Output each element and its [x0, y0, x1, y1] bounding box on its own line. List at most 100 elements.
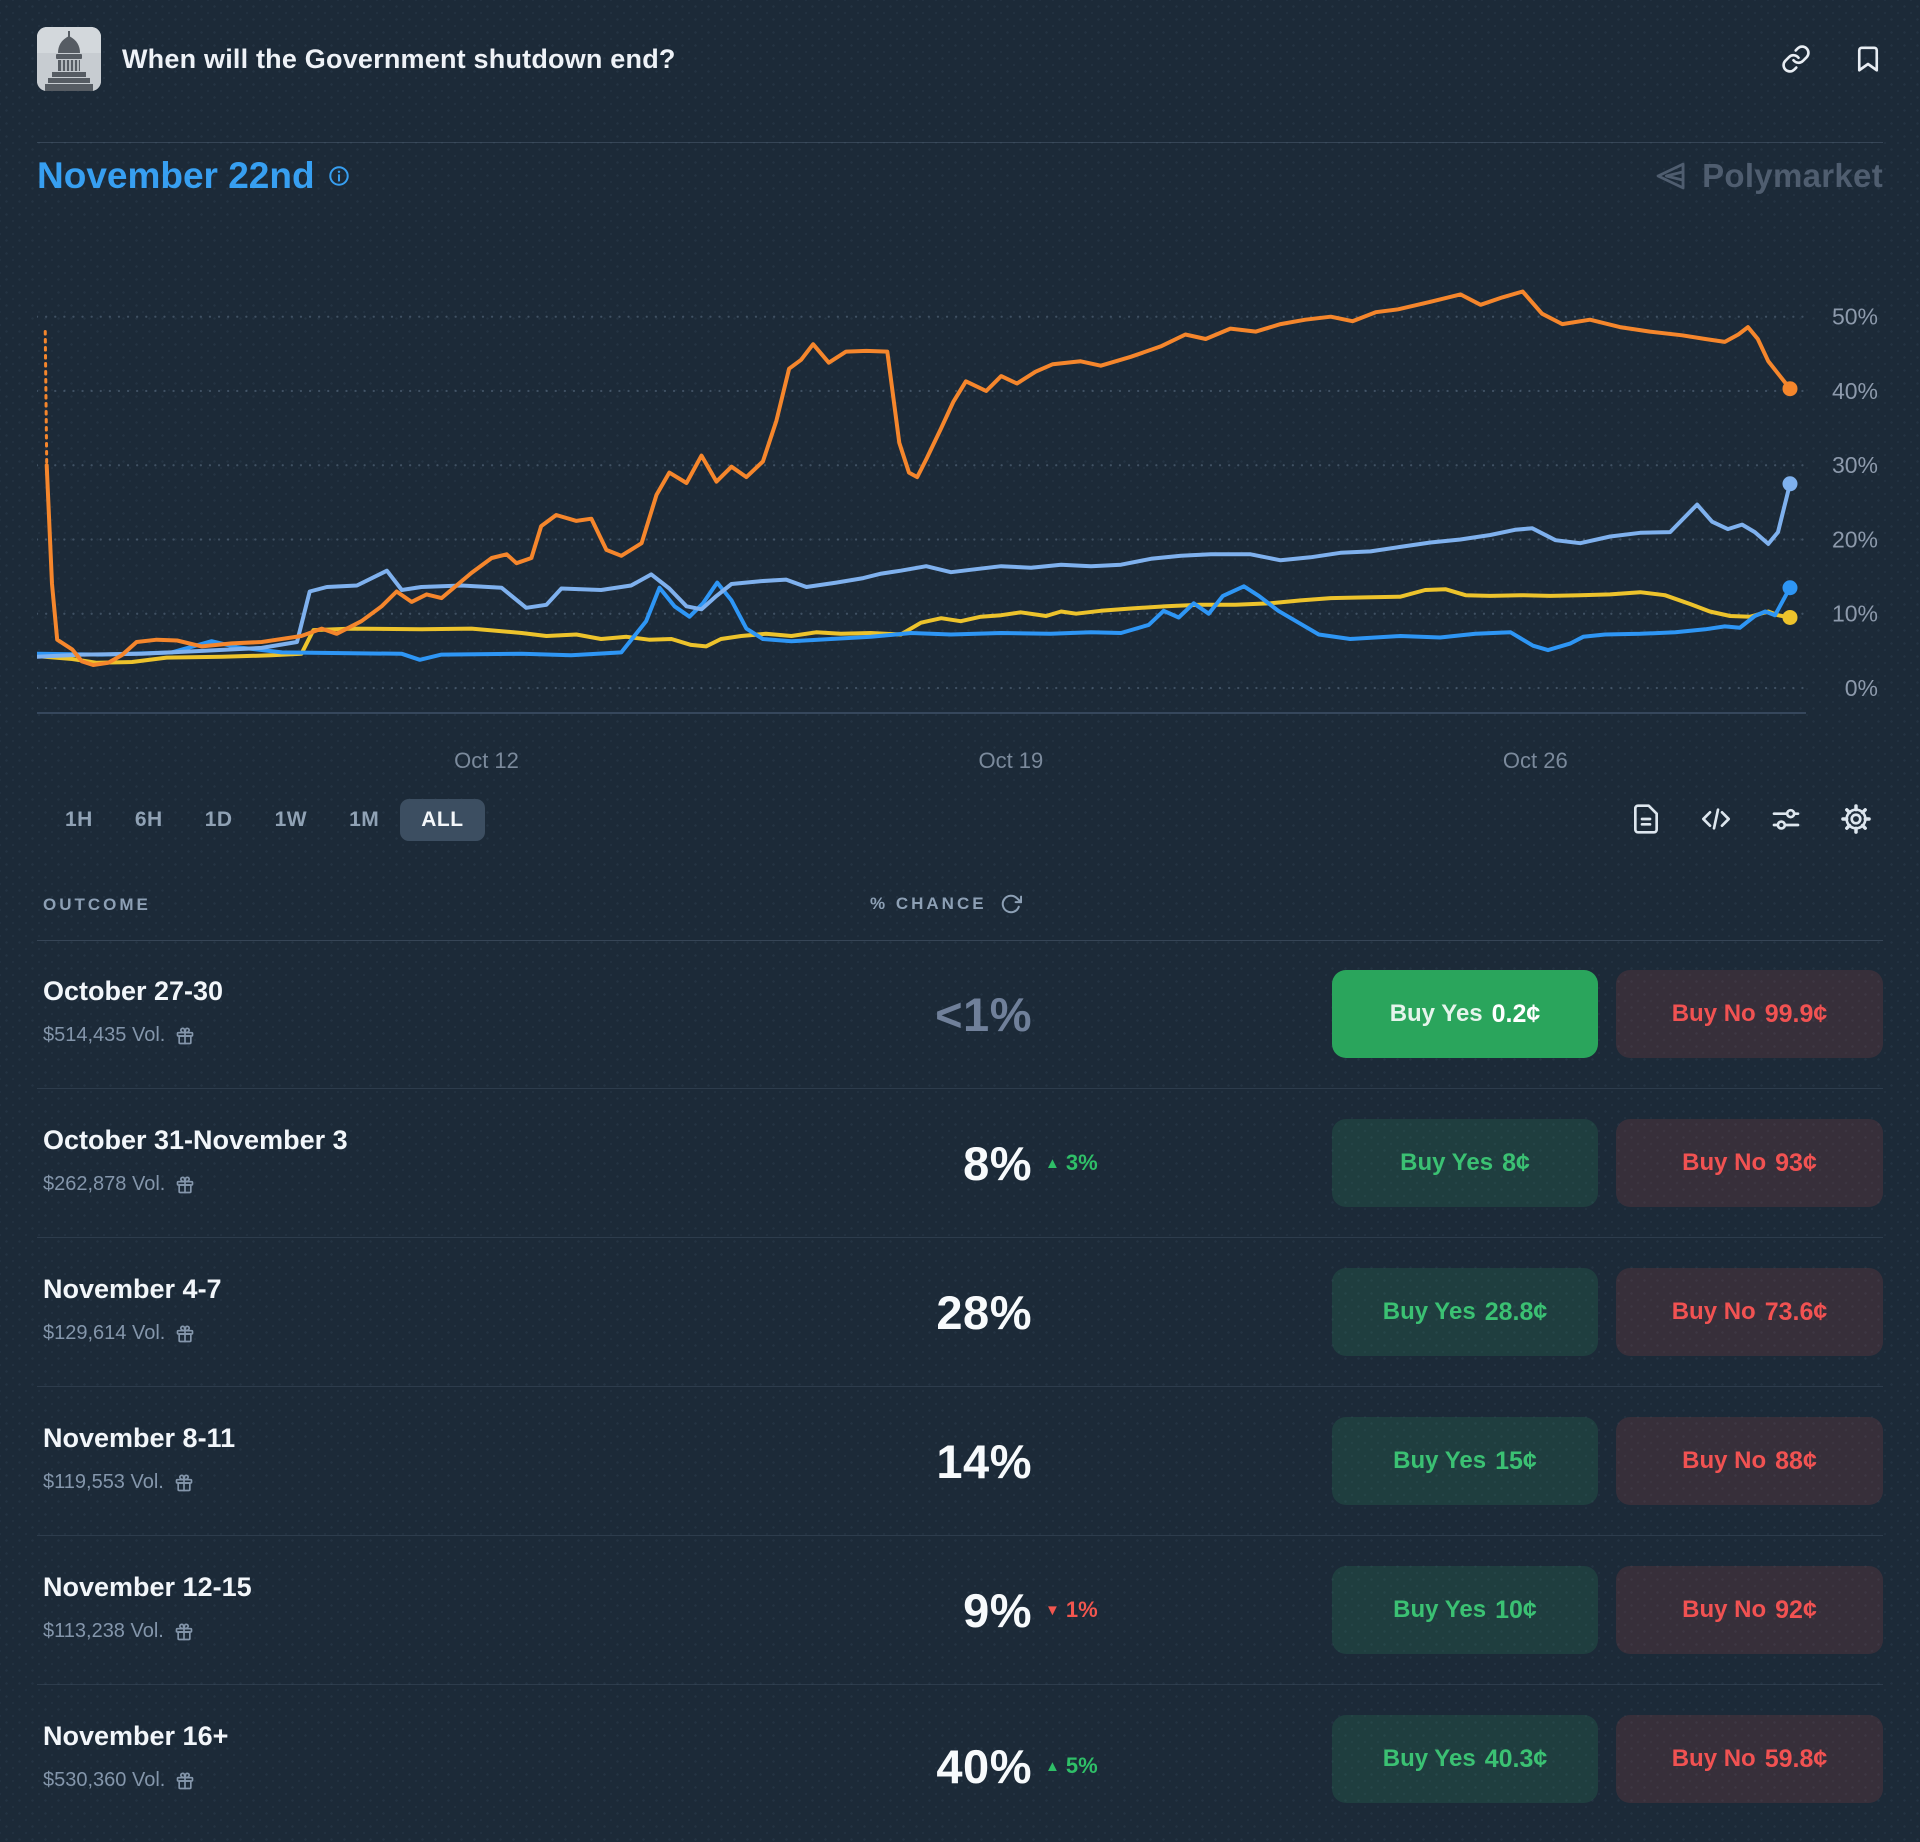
volume-text: $530,360 Vol. — [43, 1769, 166, 1791]
chance-value: <1% — [935, 987, 1032, 1041]
y-axis-label: 40% — [1832, 378, 1878, 404]
delta-arrow-icon: ▲ — [1045, 1757, 1060, 1775]
buy-yes-price: 8¢ — [1502, 1148, 1530, 1177]
market-header: When will the Government shutdown end? — [37, 27, 1883, 91]
table-row[interactable]: November 12-15 $113,238 Vol. 9% ▼ 1% B — [37, 1536, 1883, 1685]
refresh-icon[interactable] — [1000, 893, 1022, 915]
gift-icon[interactable] — [175, 1026, 195, 1046]
y-axis-label: 10% — [1832, 601, 1878, 627]
buy-no-label: Buy No — [1671, 1000, 1756, 1027]
bookmark-icon[interactable] — [1853, 44, 1883, 74]
buy-yes-button[interactable]: Buy Yes 28.8¢ — [1332, 1268, 1598, 1356]
gift-icon[interactable] — [175, 1771, 195, 1791]
settings-gear-icon[interactable] — [1840, 803, 1872, 835]
gift-icon[interactable] — [175, 1175, 195, 1195]
x-axis-label: Oct 26 — [1503, 748, 1568, 773]
header-divider — [37, 142, 1883, 143]
chance-cell: 9% — [37, 1536, 1032, 1684]
page-title: November 22nd — [37, 155, 315, 196]
price-chart[interactable]: 0% 10% 20% 30% 40% 50% Oct 12 Oct 19 Oct 26 — [37, 230, 1883, 790]
time-filter-1w[interactable]: 1W — [274, 808, 308, 831]
buy-yes-button[interactable]: Buy Yes 10¢ — [1332, 1566, 1598, 1654]
y-axis-label: 20% — [1832, 526, 1878, 552]
sliders-icon[interactable] — [1770, 803, 1802, 835]
x-axis-label: Oct 12 — [454, 748, 519, 773]
buy-no-price: 93¢ — [1775, 1148, 1817, 1177]
buy-no-label: Buy No — [1671, 1298, 1756, 1325]
outcome-volume: $530,360 Vol. — [43, 1769, 195, 1792]
time-filter-all[interactable]: ALL — [400, 799, 485, 841]
table-row[interactable]: October 27-30 $514,435 Vol. <1% Buy Yes … — [37, 940, 1883, 1089]
chance-cell: 14% — [37, 1387, 1032, 1535]
buy-no-button[interactable]: Buy No 59.8¢ — [1616, 1715, 1883, 1803]
time-filter-6h[interactable]: 6H — [134, 808, 163, 831]
chance-cell: <1% — [37, 940, 1032, 1088]
table-row[interactable]: November 4-7 $129,614 Vol. 28% Buy Yes 2… — [37, 1238, 1883, 1387]
gift-icon[interactable] — [174, 1622, 194, 1642]
document-icon[interactable] — [1630, 803, 1662, 835]
volume-text: $262,878 Vol. — [43, 1173, 166, 1195]
link-icon[interactable] — [1781, 44, 1811, 74]
embed-code-icon[interactable] — [1700, 803, 1732, 835]
table-row[interactable]: November 8-11 $119,553 Vol. 14% Buy Yes … — [37, 1387, 1883, 1536]
polymarket-logo-icon — [1656, 162, 1685, 190]
volume-text: $113,238 Vol. — [43, 1620, 164, 1642]
buy-no-price: 59.8¢ — [1764, 1744, 1828, 1773]
capitol-image — [37, 27, 101, 91]
chance-delta: ▲ 5% — [1045, 1753, 1098, 1779]
series-line-november-8-11 — [37, 580, 1792, 662]
outcome-subheader: November 22nd Polymarket — [37, 149, 1883, 203]
outcome-volume: $262,878 Vol. — [43, 1173, 195, 1196]
chance-cell: 8% — [37, 1089, 1032, 1237]
outcome-title: November 12-15 — [43, 1572, 252, 1602]
buy-no-button[interactable]: Buy No 93¢ — [1616, 1119, 1883, 1207]
gift-icon[interactable] — [175, 1324, 195, 1344]
chance-delta: ▲ 3% — [1045, 1150, 1098, 1176]
buy-no-price: 99.9¢ — [1764, 999, 1828, 1028]
y-axis-label: 0% — [1845, 675, 1878, 701]
time-filter-1m[interactable]: 1M — [349, 808, 380, 831]
outcome-volume: $119,553 Vol. — [43, 1471, 194, 1494]
buy-yes-button[interactable]: Buy Yes 0.2¢ — [1332, 970, 1598, 1058]
buy-no-button[interactable]: Buy No 99.9¢ — [1616, 970, 1883, 1058]
buy-yes-label: Buy Yes — [1400, 1149, 1494, 1176]
buy-yes-button[interactable]: Buy Yes 8¢ — [1332, 1119, 1598, 1207]
outcome-title: October 27-30 — [43, 976, 224, 1006]
outcome-title: October 31-November 3 — [43, 1125, 348, 1155]
series-line-november-4-7 — [37, 481, 1792, 659]
buy-yes-price: 28.8¢ — [1484, 1297, 1548, 1326]
market-question: When will the Government shutdown end? — [122, 43, 676, 74]
delta-value: 5% — [1065, 1753, 1098, 1778]
y-axis-label: 30% — [1832, 452, 1878, 478]
outcome-volume: $113,238 Vol. — [43, 1620, 194, 1643]
chance-delta: ▼ 1% — [1045, 1597, 1098, 1623]
volume-text: $129,614 Vol. — [43, 1322, 166, 1344]
gift-icon[interactable] — [174, 1473, 194, 1493]
buy-yes-label: Buy Yes — [1389, 1000, 1483, 1027]
chart-toolbar — [1630, 803, 1872, 835]
buy-yes-label: Buy Yes — [1382, 1745, 1476, 1772]
polymarket-logo-text: Polymarket — [1702, 157, 1883, 194]
chance-value: 28% — [936, 1285, 1032, 1339]
buy-yes-label: Buy Yes — [1393, 1447, 1487, 1474]
chance-cell: 40% — [37, 1685, 1032, 1842]
series-line-november-12-15 — [37, 587, 1792, 665]
buy-no-price: 73.6¢ — [1764, 1297, 1828, 1326]
buy-no-label: Buy No — [1682, 1149, 1767, 1176]
outcome-table-header: OUTCOME % CHANCE — [37, 868, 1883, 941]
time-filter-1h[interactable]: 1H — [65, 808, 93, 831]
time-filter-1d[interactable]: 1D — [204, 808, 233, 831]
delta-arrow-icon: ▲ — [1045, 1154, 1060, 1172]
info-icon[interactable] — [328, 165, 350, 187]
table-row[interactable]: November 16+ $530,360 Vol. 40% ▲ 5% Bu — [37, 1685, 1883, 1842]
table-row[interactable]: October 31-November 3 $262,878 Vol. 8% ▲… — [37, 1089, 1883, 1238]
buy-no-button[interactable]: Buy No 88¢ — [1616, 1417, 1883, 1505]
chance-value: 14% — [936, 1434, 1032, 1488]
buy-yes-button[interactable]: Buy Yes 15¢ — [1332, 1417, 1598, 1505]
chance-value: 8% — [963, 1136, 1032, 1190]
buy-yes-button[interactable]: Buy Yes 40.3¢ — [1332, 1715, 1598, 1803]
delta-arrow-icon: ▼ — [1045, 1601, 1060, 1619]
buy-no-button[interactable]: Buy No 92¢ — [1616, 1566, 1883, 1654]
buy-no-button[interactable]: Buy No 73.6¢ — [1616, 1268, 1883, 1356]
